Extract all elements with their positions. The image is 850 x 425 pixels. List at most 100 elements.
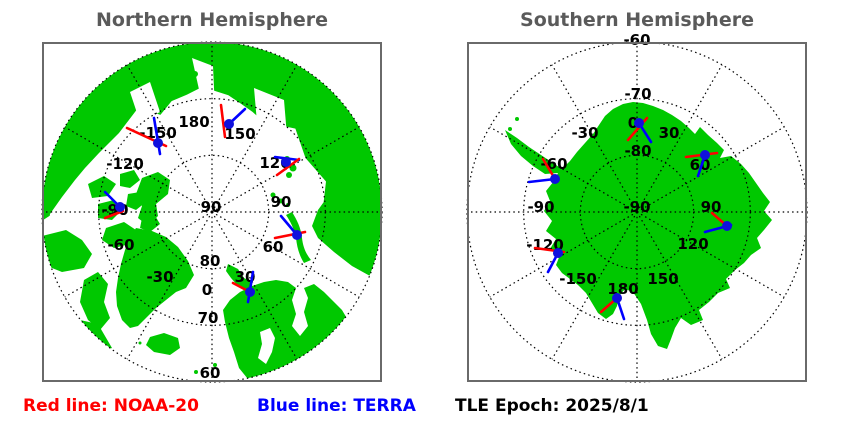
graticule-label: -90 <box>623 198 650 216</box>
meridian-line <box>551 211 638 360</box>
satellite-position-dot <box>722 221 732 231</box>
satellite-position-dot <box>292 230 302 240</box>
graticule-label: 60 <box>263 238 284 256</box>
landmass-severnaya-zemlya <box>289 164 297 172</box>
landmass-eurasia-alaska <box>42 42 382 276</box>
graticule-label: 60 <box>200 364 221 382</box>
graticule-label: 120 <box>677 235 708 253</box>
southern-hemisphere-title: Southern Hemisphere <box>520 9 754 31</box>
graticule-label: 30 <box>659 124 680 142</box>
landmass-baffin <box>80 272 110 330</box>
land-south <box>505 102 772 349</box>
graticule-label: -60 <box>107 236 134 254</box>
landmass-greenland <box>116 228 194 328</box>
satellite-position-dot <box>612 293 622 303</box>
graticule-label: 150 <box>647 270 678 288</box>
landmass-antarctic-islet <box>508 127 512 131</box>
landmass-canada-islands <box>126 192 146 210</box>
graticule-label: -30 <box>146 268 173 286</box>
meridian-line <box>211 211 360 298</box>
landmass-canada-islands <box>140 214 160 232</box>
graticule-label: 90 <box>201 198 222 216</box>
graticule-label: 180 <box>607 280 638 298</box>
landmass-canada-mainland <box>42 230 92 272</box>
graticule-label: 70 <box>198 309 219 327</box>
meridian-line <box>126 211 213 360</box>
gulf-of-bothnia <box>258 328 275 364</box>
meridian-line <box>211 211 298 360</box>
graticule-labels: -60-70-80-900306090120150180-150-120-90-… <box>526 31 721 298</box>
landmass-canada-islands <box>102 222 136 248</box>
meridian-line <box>489 211 638 298</box>
satellite-position-dot <box>245 287 255 297</box>
landmass-antarctica <box>505 102 772 349</box>
landmass-canada-islands <box>120 170 140 188</box>
landmass-iceland <box>146 333 180 355</box>
satellite-position-dot <box>700 150 710 160</box>
graticule-label: -60 <box>623 31 650 49</box>
graticule-label: -70 <box>624 85 651 103</box>
landmass-wrangel <box>192 71 198 77</box>
graticule-label: 90 <box>701 198 722 216</box>
legend-noaa20: Red line: NOAA-20 <box>23 396 199 416</box>
bering-strait-sea <box>192 58 216 132</box>
meridian-line <box>126 64 213 213</box>
graticule-label: -80 <box>624 142 651 160</box>
laptev-sea <box>254 88 287 136</box>
graticule-label: -90 <box>527 198 554 216</box>
graticule-label: 90 <box>271 193 292 211</box>
graticule-label: 180 <box>178 113 209 131</box>
northern-hemisphere-map: 1801501209060300-30-60-90-120-1509080706… <box>41 41 383 383</box>
graticule-label: 0 <box>202 281 212 299</box>
legend-tle-epoch: TLE Epoch: 2025/8/1 <box>455 396 649 416</box>
meridian-line <box>64 211 213 298</box>
map-frame <box>42 42 382 382</box>
terra-track-segment <box>152 116 162 156</box>
graticule-label: 0 <box>628 114 638 132</box>
satellite-position-dot <box>634 118 644 128</box>
meridian-line <box>636 126 785 213</box>
legend-terra: Blue line: TERRA <box>257 396 416 416</box>
terra-track-segment <box>246 270 255 304</box>
graticule-label: -30 <box>571 124 598 142</box>
meridian-line <box>636 211 785 298</box>
map-frame <box>467 42 807 382</box>
noaa20-track-segment <box>626 116 649 142</box>
graticule-label: 80 <box>200 252 221 270</box>
land-north <box>42 42 382 379</box>
graticule-label: -150 <box>559 270 597 288</box>
satellite-position-dot <box>224 119 234 129</box>
landmass-antarctic-islet <box>515 117 519 121</box>
beaufort-channel <box>42 204 76 242</box>
noaa20-track-segment <box>219 103 227 139</box>
landmass-islet <box>138 341 142 345</box>
satellite-markers <box>103 103 307 304</box>
graticule-label: 150 <box>224 125 255 143</box>
landmass-franz-josef <box>278 198 284 204</box>
graticule-label: 60 <box>690 156 711 174</box>
satellite-markers <box>527 116 733 321</box>
landmass-franz-josef <box>270 192 276 198</box>
noaa20-track-segment <box>275 157 301 177</box>
meridian-line <box>551 64 638 213</box>
satellite-position-dot <box>115 202 125 212</box>
landmass-canada-islands <box>136 172 170 226</box>
landmass-scandinavia <box>223 280 346 379</box>
satellite-position-dot <box>153 138 163 148</box>
noaa20-track-segment <box>103 209 125 220</box>
meridian-line <box>211 64 298 213</box>
landmass-shetland <box>213 363 217 367</box>
satellite-position-dot <box>281 157 291 167</box>
meridian-line <box>64 126 213 213</box>
southern-hemisphere-map: -60-70-80-900306090120150180-150-120-90-… <box>466 31 808 383</box>
alaska-bay <box>130 82 160 122</box>
landmass-svalbard <box>226 264 252 290</box>
meridian-line <box>489 126 638 213</box>
northern-hemisphere-title: Northern Hemisphere <box>95 9 328 31</box>
landmass-franz-josef <box>286 203 290 207</box>
satellite-position-dot <box>550 174 560 184</box>
landmass-severnaya-zemlya <box>286 172 292 178</box>
graticule-label: -120 <box>106 155 144 173</box>
meridian-line <box>636 211 723 360</box>
